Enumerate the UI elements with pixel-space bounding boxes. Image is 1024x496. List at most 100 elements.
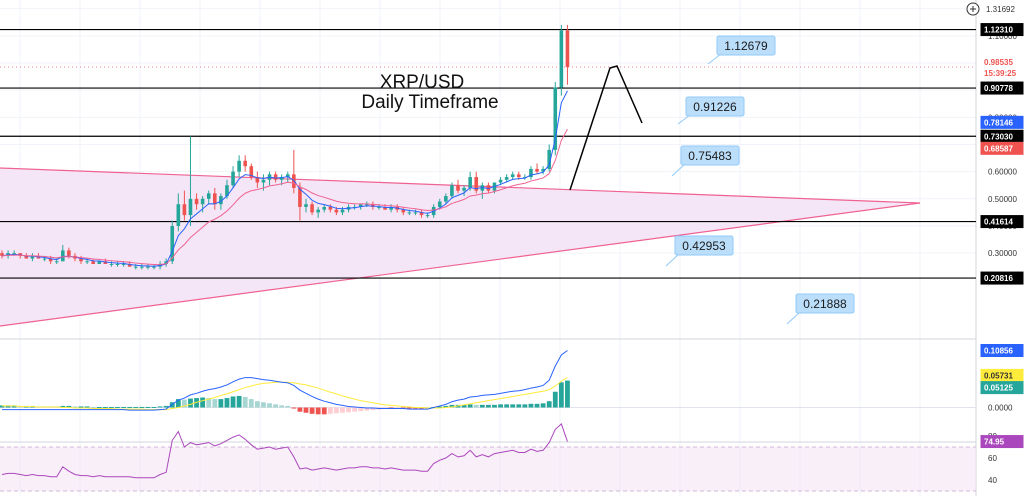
price-tag-label: 0.05125 — [984, 384, 1013, 393]
price-tag-label: 0.98535 — [984, 58, 1013, 67]
price-tag-label: 0.73030 — [984, 132, 1013, 141]
chart-title-line2: Daily Timeframe — [361, 92, 498, 113]
candle-body — [91, 261, 95, 264]
callout-leader — [707, 53, 722, 65]
price-tag-box — [980, 344, 1024, 358]
candle-body — [152, 266, 156, 268]
candle-body — [164, 261, 168, 264]
macd-hist-bar — [400, 407, 406, 409]
candle-body — [304, 204, 308, 207]
macd-hist-bar — [236, 395, 242, 408]
price-tag-box — [980, 141, 1024, 155]
macd-hist-bar — [406, 407, 412, 409]
macd-hist-bar — [552, 391, 558, 408]
macd-hist-bar — [139, 406, 145, 408]
macd-hist-bar — [327, 407, 333, 414]
macd-hist-bar — [346, 407, 351, 413]
macd-hist-bar — [492, 404, 497, 408]
macd-pane — [0, 350, 976, 415]
candle-body — [249, 166, 254, 178]
price-tag-label: 0.41614 — [984, 218, 1013, 227]
candle-body — [425, 215, 430, 217]
plus-circle-icon[interactable] — [966, 2, 980, 16]
macd-hist-bar — [498, 404, 503, 408]
support-resistance-lines — [0, 28, 976, 279]
macd-hist-bar — [163, 405, 169, 408]
candle-body — [322, 206, 327, 210]
projection-line — [569, 65, 643, 191]
triangle-upper-line — [0, 167, 921, 204]
macd-hist-bar — [151, 406, 157, 408]
candle-body — [535, 168, 539, 172]
macd-hist-bar — [522, 404, 528, 408]
price-tag-label: 74.95 — [984, 438, 1005, 447]
callout-box — [795, 293, 855, 314]
price-tag-label: 0.10856 — [984, 347, 1013, 356]
macd-hist-bar — [309, 407, 315, 414]
macd-hist-bar — [218, 399, 224, 408]
candle-body — [316, 209, 320, 213]
macd-hist-bar — [437, 406, 443, 408]
price-tag-box — [980, 23, 1024, 37]
macd-hist-bar — [230, 396, 236, 408]
macd-hist-bar — [224, 398, 230, 408]
callout-value: 0.42953 — [682, 239, 726, 253]
candle-body — [255, 177, 260, 183]
candle-body — [419, 212, 424, 216]
macd-hist-bar — [72, 406, 78, 408]
callout-leader — [786, 311, 801, 325]
candle-body — [61, 250, 65, 262]
macd-hist-bar — [534, 403, 540, 408]
macd-hist-bar — [449, 404, 455, 408]
callout-box — [685, 96, 745, 117]
macd-hist-bar — [334, 407, 339, 414]
macd-hist-bar — [157, 406, 163, 408]
macd-hist-bar — [248, 399, 254, 408]
macd-hist-bar — [419, 407, 424, 409]
macd-hist-bar — [188, 398, 193, 408]
candle-body — [67, 250, 71, 256]
macd-hist-bar — [242, 397, 248, 408]
macd-hist-bar — [279, 405, 285, 408]
candle-body — [85, 261, 89, 263]
callout-value: 0.91226 — [693, 100, 737, 114]
price-tag-label: 1.12310 — [984, 26, 1013, 35]
candle-body — [553, 87, 558, 150]
price-tag-label: 0.68587 — [984, 144, 1013, 153]
candle-body — [79, 258, 83, 262]
candle-body — [237, 160, 241, 172]
callout-value: 1.12679 — [724, 39, 768, 53]
macd-hist-bar — [109, 406, 114, 408]
rsi-tick-label: 60 — [988, 454, 997, 463]
macd-hist-bar — [504, 404, 510, 408]
callout-leader — [665, 253, 680, 267]
callout-value: 0.21888 — [803, 297, 847, 311]
macd-hist-bar — [340, 407, 345, 413]
macd-hist-bar — [413, 407, 418, 409]
candle-body — [231, 171, 235, 186]
candle-body — [176, 204, 181, 226]
price-tag-box — [980, 115, 1024, 129]
macd-hist-bar — [558, 382, 564, 408]
price-tag-box — [980, 381, 1024, 395]
price-tag-label: 0.78146 — [984, 118, 1013, 127]
candle-body — [358, 204, 363, 207]
macd-hist-bar — [96, 406, 102, 408]
macd-hist-bar — [510, 404, 516, 408]
price-tag-box — [980, 435, 1024, 449]
ema-fast-line — [1, 90, 568, 267]
candle-body — [413, 212, 418, 214]
macd-hist-bar — [370, 407, 376, 411]
macd-hist-bar — [473, 404, 479, 408]
moving-averages — [1, 90, 568, 267]
macd-hist-bar — [267, 403, 272, 408]
macd-hist-bar — [212, 399, 218, 408]
price-tick-label: 1.10000 — [988, 32, 1017, 41]
candle-body — [285, 174, 290, 178]
candle-body — [334, 209, 339, 213]
price-tag-box — [980, 271, 1024, 285]
candle-body — [115, 263, 120, 265]
price-callouts: 1.12679 0.91226 0.75483 0.42953 0.21888 — [665, 35, 855, 325]
